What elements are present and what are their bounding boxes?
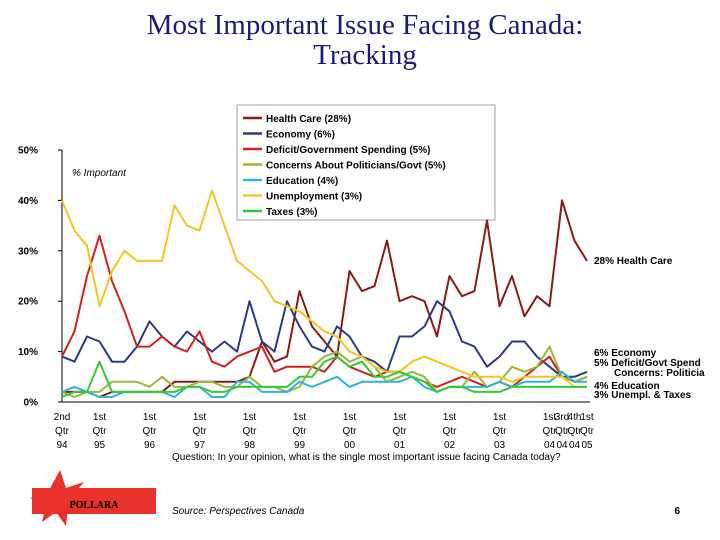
series-line — [62, 199, 588, 398]
y-axis-title: % Important — [72, 168, 127, 179]
legend-label: Taxes (3%) — [266, 207, 318, 218]
legend-label: Deficit/Government Spending (5%) — [266, 145, 430, 156]
x-tick-label: 1st Qtr 99 — [293, 412, 308, 451]
y-tick-label: 10% — [18, 347, 38, 358]
y-tick-label: 0% — [24, 398, 39, 409]
source: Source: Perspectives Canada — [172, 506, 305, 517]
x-tick-label: 3rd Qtr 04 — [555, 412, 570, 451]
legend-label: Concerns About Politicians/Govt (5%) — [266, 161, 446, 172]
y-tick-label: 20% — [18, 297, 38, 308]
logo-text: POLLARA — [70, 500, 120, 511]
logo-band — [32, 488, 156, 514]
x-tick-label: 1st Qtr 00 — [343, 412, 358, 451]
annotation: 5% Deficit/Govt Spend — [594, 358, 701, 369]
page-number: 6 — [674, 506, 680, 517]
series-line — [61, 355, 587, 398]
annotation: Concerns: Politicia — [614, 368, 705, 379]
logo: POLLARA — [20, 470, 170, 526]
x-tick-label: 1st Qtr 02 — [443, 412, 458, 451]
legend-label: Health Care (28%) — [266, 114, 351, 125]
x-tick-label: 1st Qtr 01 — [393, 412, 408, 451]
x-tick-label: 1st Qtr 95 — [93, 412, 108, 451]
x-tick-label: 1st Qtr 96 — [143, 412, 158, 451]
series-line — [61, 300, 588, 378]
x-tick-label: 1st Qtr 05 — [580, 412, 595, 451]
annotation: 4% Education — [594, 381, 660, 392]
legend-box — [236, 104, 496, 221]
chart-title: Most Important Issue Facing Canada: Track… — [147, 9, 584, 71]
x-tick-label: 1st Qtr 03 — [493, 412, 508, 451]
y-tick-label: 50% — [18, 146, 38, 157]
legend-label: Education (4%) — [266, 176, 338, 187]
x-tick-label: 1st Qtr 04 — [543, 412, 558, 451]
y-tick-label: 40% — [18, 196, 38, 207]
x-tick-label: 1st Qtr 97 — [193, 412, 208, 451]
annotation: 3% Unempl. & Taxes — [594, 390, 692, 401]
y-tick-label: 30% — [18, 246, 38, 257]
x-tick-label: 4th Qtr 04 — [568, 412, 583, 451]
x-tick-label: 1st Qtr 98 — [243, 412, 258, 451]
series-line — [61, 189, 587, 388]
question: Question: In your opinion, what is the s… — [172, 452, 561, 463]
x-tick-label: 2nd Qtr 94 — [54, 412, 71, 451]
annotation: 28% Health Care — [594, 256, 673, 267]
series-line — [61, 234, 588, 388]
annotation: 6% Economy — [594, 348, 657, 359]
legend-label: Economy (6%) — [266, 130, 335, 141]
legend-label: Unemployment (3%) — [266, 192, 362, 203]
